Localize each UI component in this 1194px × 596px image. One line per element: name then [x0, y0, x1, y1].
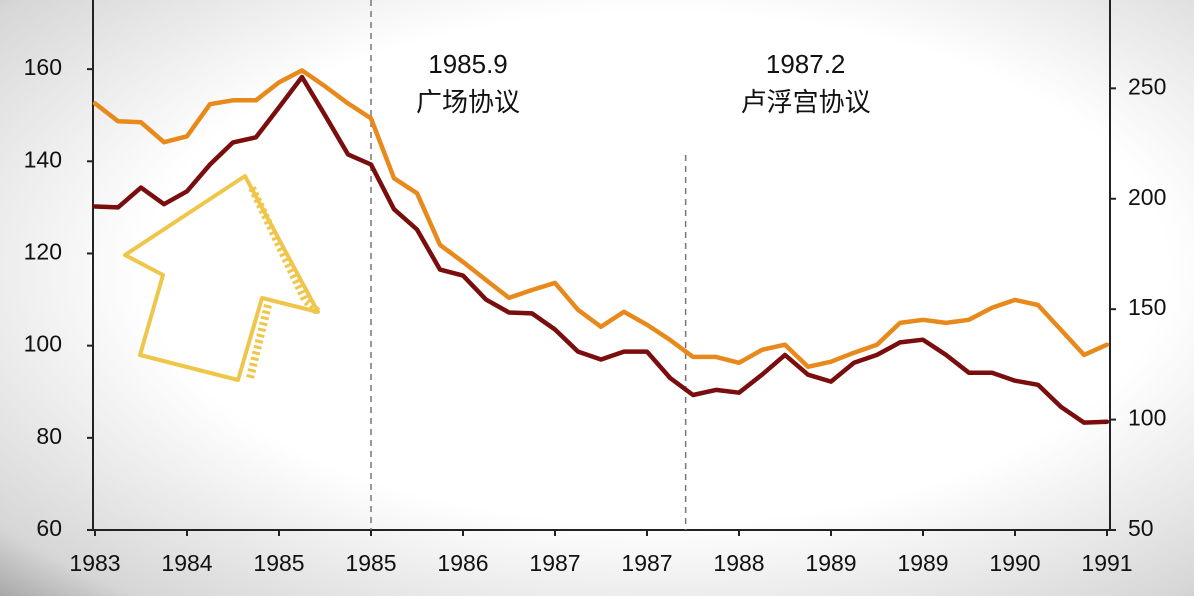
annotation-text: 卢浮宫协议: [741, 87, 871, 117]
x-tick-label: 1984: [161, 550, 212, 576]
y2-tick-label: 150: [1128, 294, 1166, 320]
y2-tick-label: 250: [1128, 73, 1166, 99]
x-tick-label: 1987: [621, 550, 672, 576]
y2-tick-label: 100: [1128, 405, 1166, 431]
y2-tick-label: 50: [1128, 515, 1154, 541]
series-line: [92, 74, 1110, 425]
annotation-date: 1987.2: [766, 49, 846, 79]
y-tick-label: 100: [24, 331, 62, 357]
x-tick-label: 1985: [345, 550, 396, 576]
y-tick-label: 120: [24, 239, 62, 265]
annotation-date: 1985.9: [428, 49, 508, 79]
y2-tick-label: 200: [1128, 184, 1166, 210]
decor-arrow: [123, 174, 320, 382]
x-tick-label: 1985: [253, 550, 304, 576]
y-tick-label: 140: [24, 146, 62, 172]
x-tick-label: 1988: [713, 550, 764, 576]
x-tick-label: 1990: [989, 550, 1040, 576]
series-line: [92, 68, 1110, 370]
x-tick-label: 1987: [529, 550, 580, 576]
x-tick-label: 1991: [1081, 550, 1132, 576]
x-tick-label: 1989: [805, 550, 856, 576]
x-tick-label: 1989: [897, 550, 948, 576]
y-tick-label: 80: [36, 423, 62, 449]
y-tick-label: 60: [36, 515, 62, 541]
x-tick-label: 1986: [437, 550, 488, 576]
x-tick-label: 1983: [69, 550, 120, 576]
decor-arrow-shade: [246, 304, 272, 379]
y-tick-label: 160: [24, 54, 62, 80]
annotation-text: 广场协议: [416, 87, 520, 117]
